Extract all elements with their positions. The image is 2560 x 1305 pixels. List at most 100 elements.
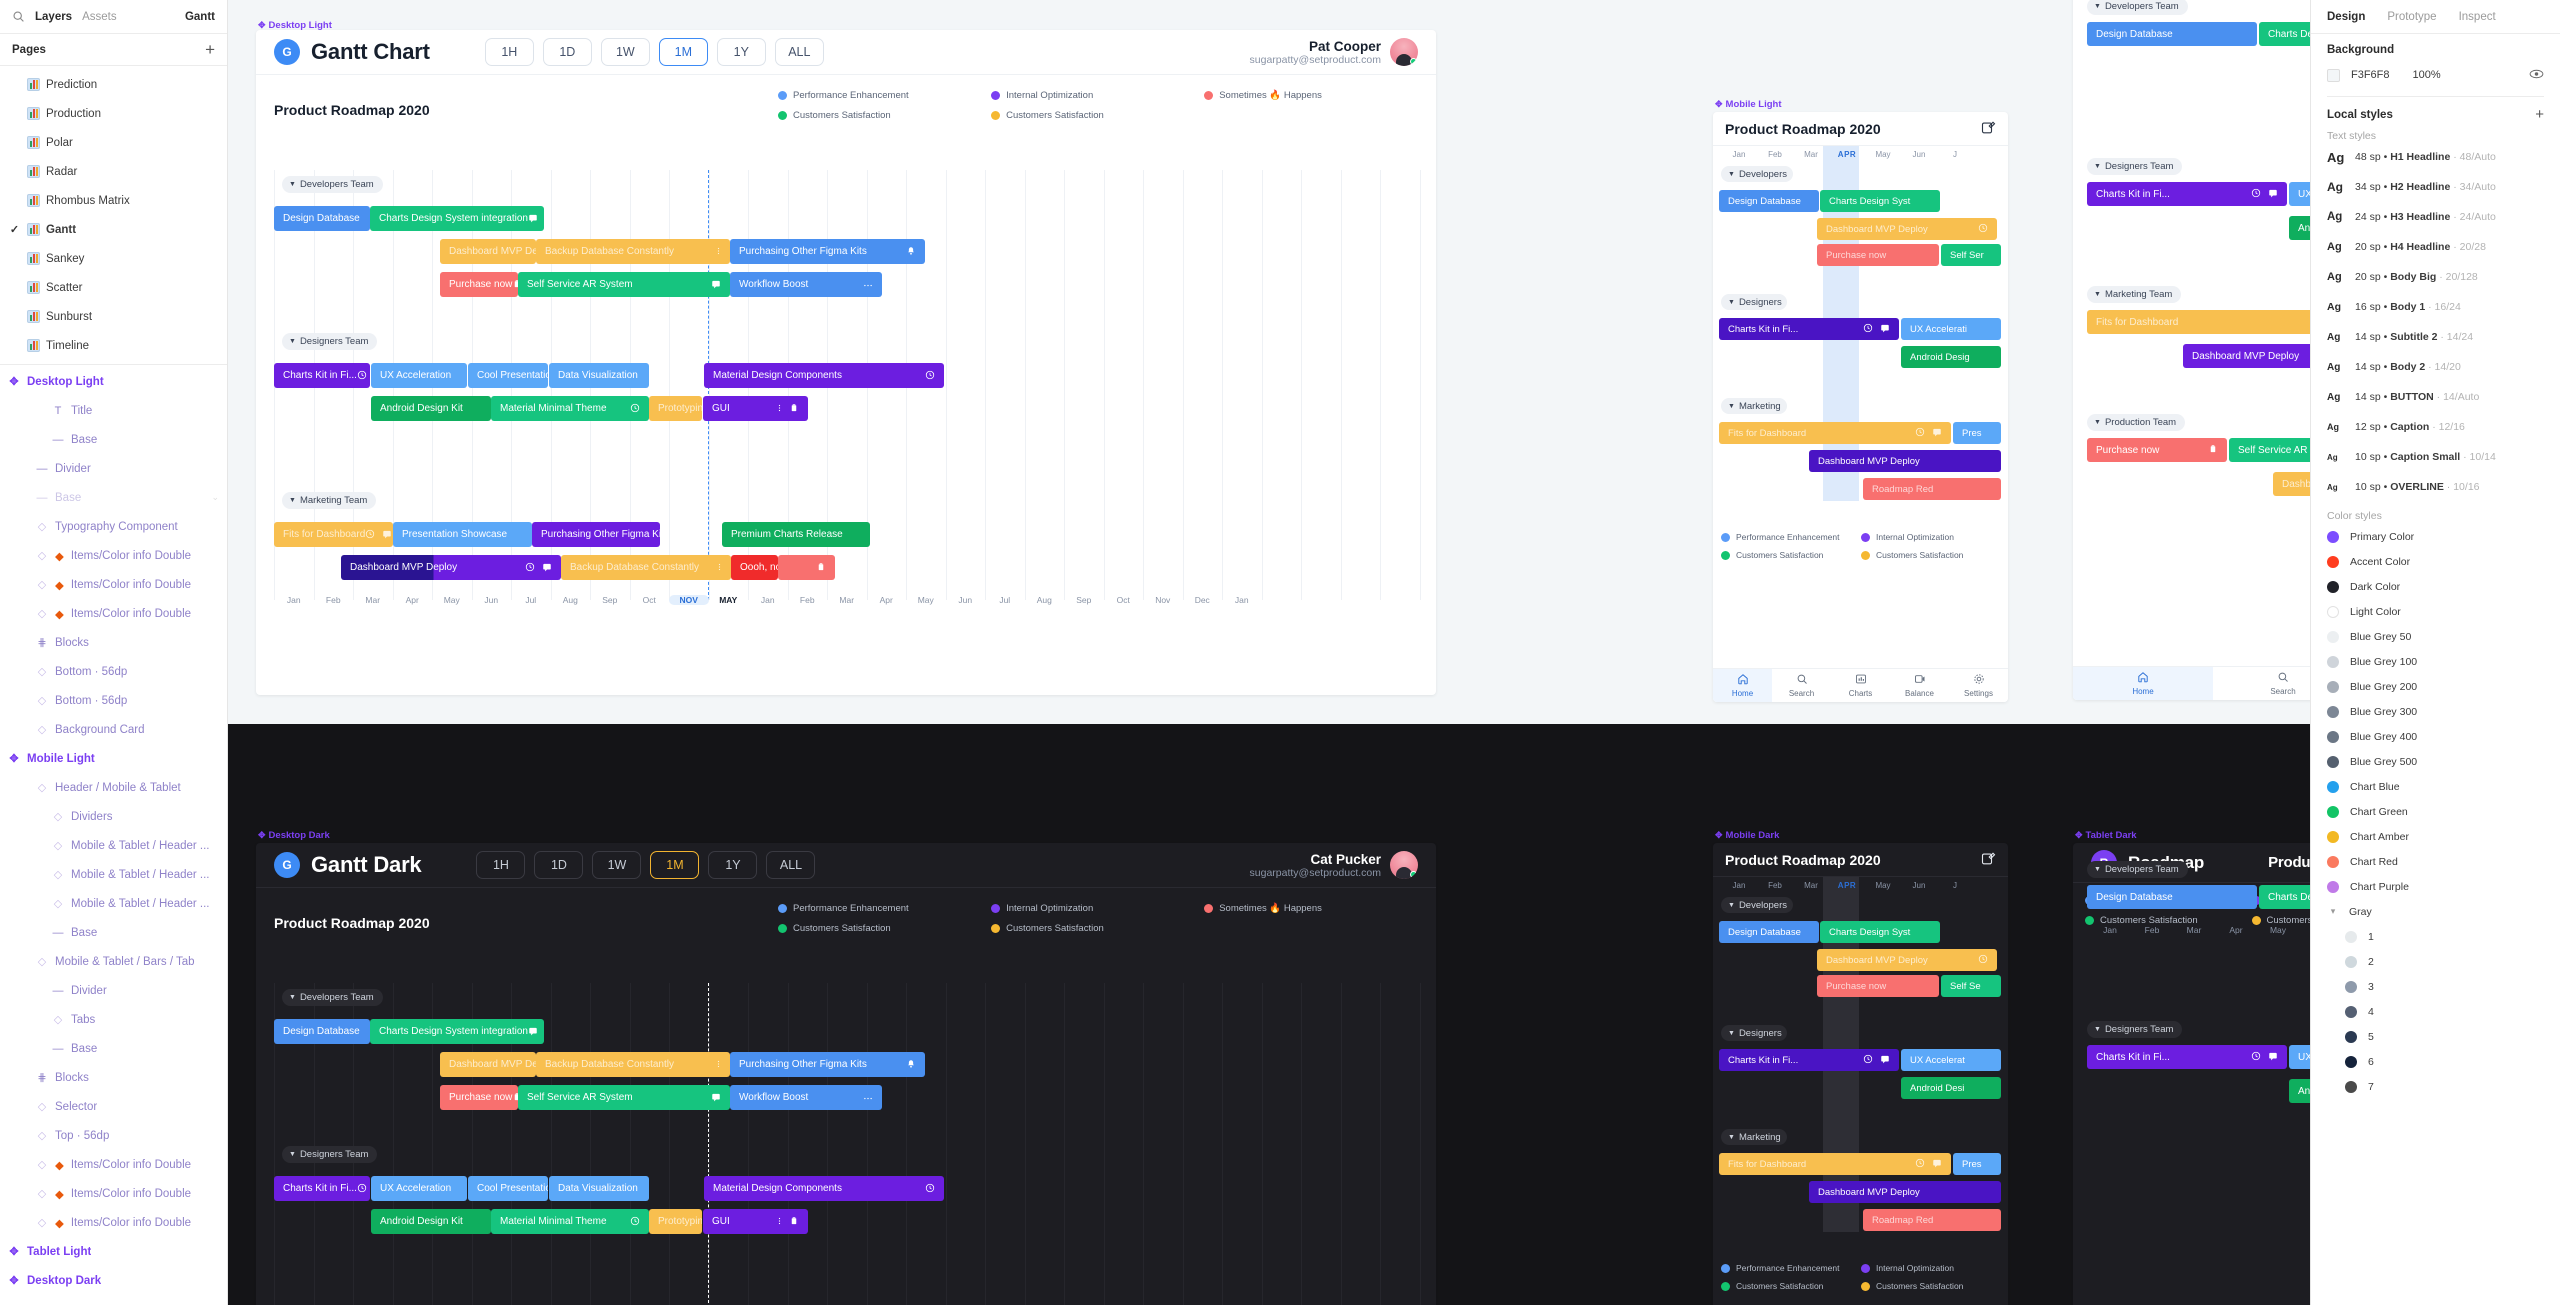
gantt-bar[interactable]: Design Database [1719, 921, 1819, 943]
gantt-bar[interactable]: Premium Charts Release [722, 522, 870, 547]
layer-item-blocks[interactable]: ⋕ Blocks [0, 628, 227, 657]
clock-icon[interactable] [925, 1183, 935, 1195]
color-style-row[interactable]: Blue Grey 100 [2311, 649, 2560, 674]
chevron-down-icon[interactable]: ⌄ [211, 492, 219, 502]
clock-icon[interactable] [2251, 188, 2261, 200]
text-style-row[interactable]: Ag 14 sp • Body 2 · 14/20 [2311, 352, 2560, 382]
gantt-bar-icons[interactable] [816, 562, 826, 574]
page-item-polar[interactable]: Polar [0, 128, 227, 157]
color-style-row[interactable]: 2 [2311, 949, 2560, 974]
layer-item-base[interactable]: — Base [0, 425, 227, 454]
color-style-row[interactable]: 5 [2311, 1024, 2560, 1049]
range-button-1d[interactable]: 1D [534, 851, 584, 879]
add-page-button[interactable]: + [205, 40, 215, 59]
page-item-gantt[interactable]: ✓ Gantt [0, 215, 227, 244]
delete-icon[interactable] [512, 1092, 518, 1104]
gantt-bar[interactable]: Android Desi [1901, 1077, 2001, 1099]
clock-icon[interactable] [1978, 954, 1988, 966]
gantt-bar[interactable]: Dashboard MVP Deploy [2273, 472, 2310, 496]
group-header-marketing[interactable]: ▼ Marketing [1721, 1129, 1787, 1145]
layer-item-items-color-info-double[interactable]: ◇ ◆ Items/Color info Double [0, 1208, 227, 1237]
group-header-designers-team[interactable]: ▼ Designers Team [282, 333, 378, 350]
color-style-row[interactable]: Chart Purple [2311, 874, 2560, 899]
range-button-1h[interactable]: 1H [476, 851, 526, 879]
gantt-bar[interactable]: Workflow Boost [730, 1085, 882, 1110]
comment-icon[interactable] [1932, 427, 1942, 439]
text-style-row[interactable]: Ag 12 sp • Caption · 12/16 [2311, 412, 2560, 442]
gantt-bar-icons[interactable] [512, 1092, 518, 1104]
color-style-row[interactable]: 6 [2311, 1049, 2560, 1074]
page-item-scatter[interactable]: Scatter [0, 273, 227, 302]
gantt-bar[interactable]: Purchase now [440, 1085, 518, 1110]
gantt-bar-icons[interactable] [717, 562, 722, 574]
gantt-bar-icons[interactable] [357, 370, 370, 382]
range-button-1m[interactable]: 1M [658, 38, 708, 66]
gantt-bar-icons[interactable] [1915, 427, 1942, 439]
layer-item-desktop-light[interactable]: ✥ Desktop Light [0, 367, 227, 396]
delete-icon[interactable] [512, 279, 518, 291]
tab-search[interactable]: Search [2213, 667, 2310, 700]
gantt-bar[interactable]: Charts Design System integration [2259, 22, 2310, 46]
gantt-bar[interactable]: Self Se [1941, 975, 2001, 997]
text-style-row[interactable]: Ag 16 sp • Body 1 · 16/24 [2311, 292, 2560, 322]
gantt-bar[interactable]: Data Visualization [549, 1176, 649, 1201]
color-style-row[interactable]: Accent Color [2311, 549, 2560, 574]
gantt-bar-icons[interactable] [528, 213, 538, 225]
page-item-radar[interactable]: Radar [0, 157, 227, 186]
gantt-bar-icons[interactable] [1863, 323, 1890, 335]
gantt-bar[interactable]: UX Acceleration [371, 1176, 467, 1201]
text-style-row[interactable]: Ag 20 sp • H4 Headline · 20/28 [2311, 232, 2560, 262]
comment-icon[interactable] [2268, 1051, 2278, 1063]
clock-icon[interactable] [1863, 1054, 1873, 1066]
group-header-marketing[interactable]: ▼ Marketing [1721, 398, 1787, 414]
layer-item-items-color-info-double[interactable]: ◇ ◆ Items/Color info Double [0, 570, 227, 599]
text-style-row[interactable]: Ag 24 sp • H3 Headline · 24/Auto [2311, 202, 2560, 232]
gantt-bar[interactable]: Android Design Kit [2289, 216, 2310, 240]
tab-home[interactable]: Home [1713, 669, 1772, 702]
gantt-bar-icons[interactable] [906, 1059, 916, 1071]
gantt-bar[interactable]: Material Design Components [704, 1176, 944, 1201]
group-header-designers[interactable]: ▼ Designers [1721, 1025, 1787, 1041]
clock-icon[interactable] [357, 1183, 367, 1195]
gantt-bar[interactable]: Design Database [2087, 885, 2257, 909]
gantt-bar[interactable]: UX Acceleration [2289, 182, 2310, 206]
gantt-bar[interactable]: Charts Design System integration [370, 206, 544, 231]
layer-item-mobile-tablet-bars-tab[interactable]: ◇ Mobile & Tablet / Bars / Tab [0, 947, 227, 976]
clock-icon[interactable] [1915, 427, 1925, 439]
frame-label-desktop-light[interactable]: ✥ Desktop Light [258, 20, 332, 31]
gantt-bar[interactable]: Charts Kit in Fi... [1719, 318, 1899, 340]
gantt-bar[interactable]: Material Minimal Theme [491, 1209, 649, 1234]
gantt-grid[interactable]: ▼Developers Team▼Designers Team▼Marketin… [274, 983, 1421, 1305]
gantt-bar-icons[interactable] [711, 1092, 721, 1104]
gantt-bar[interactable]: Presentation Showcase [393, 522, 532, 547]
gantt-bar[interactable]: Purchasing Other Figma Kits [730, 239, 925, 264]
gantt-bar-icons[interactable] [525, 562, 552, 574]
gantt-bar[interactable]: Self Service AR System [2229, 438, 2310, 462]
gantt-bar[interactable]: UX Acceleration [2289, 1045, 2310, 1069]
frame-label-desktop-dark[interactable]: ✥ Desktop Dark [258, 830, 330, 841]
layer-item-base[interactable]: — Base [0, 1034, 227, 1063]
gantt-bar[interactable]: Dashboard MVP Deploy [1809, 450, 2001, 472]
layer-item-background-card[interactable]: ◇ Background Card [0, 715, 227, 744]
range-button-1d[interactable]: 1D [542, 38, 592, 66]
gantt-bar[interactable]: Charts Kit in Fi... [274, 363, 370, 388]
gantt-bar[interactable]: Charts Kit in Fi... [274, 1176, 370, 1201]
range-selector[interactable]: 1H 1D 1W 1M 1Y ALL [476, 851, 816, 879]
gantt-bar[interactable]: Purchasing Other Figma Kits [532, 522, 660, 547]
range-button-1w[interactable]: 1W [600, 38, 650, 66]
layer-item-base[interactable]: — Base ⌄ [0, 483, 227, 512]
gantt-bar[interactable] [778, 555, 835, 580]
gantt-bar[interactable]: Prototyping [649, 396, 702, 421]
gantt-bar[interactable]: Dashboard MVP Deploy [1817, 218, 1997, 240]
file-name[interactable]: Gantt [184, 10, 215, 23]
range-button-all[interactable]: ALL [774, 38, 824, 66]
gantt-bar[interactable]: Dashboard MVP Deploy [341, 555, 561, 580]
gantt-bar[interactable]: Design Database [274, 206, 370, 231]
clock-icon[interactable] [1863, 323, 1873, 335]
layer-item-base[interactable]: — Base [0, 918, 227, 947]
range-button-1y[interactable]: 1Y [708, 851, 758, 879]
text-style-row[interactable]: Ag 34 sp • H2 Headline · 34/Auto [2311, 172, 2560, 202]
gantt-bar-icons[interactable] [1978, 954, 1988, 966]
tab-prototype[interactable]: Prototype [2387, 10, 2437, 23]
range-button-1y[interactable]: 1Y [716, 38, 766, 66]
